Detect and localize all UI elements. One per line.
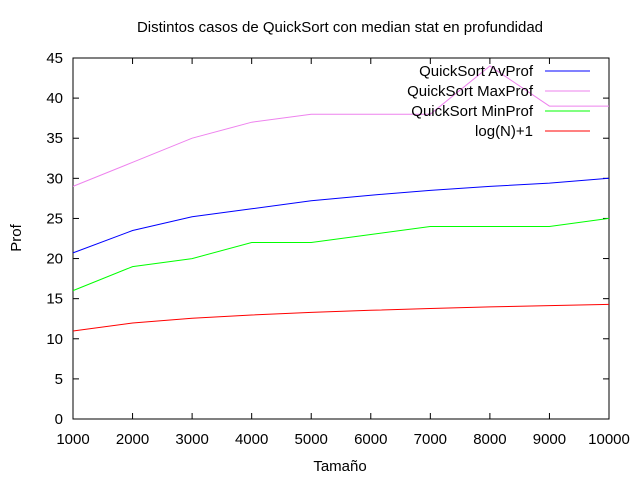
- y-tick-label: 45: [46, 50, 63, 67]
- series-line-1: [72, 177, 610, 254]
- axis-ticks: 1000 2000 3000 4000 5000 6000 7000 8000 9000 1000…: [46, 50, 630, 448]
- y-tick-label: 35: [46, 130, 63, 147]
- series-lines: [72, 65, 610, 332]
- y-tick-label: 25: [46, 210, 63, 227]
- series-line-4: [72, 303, 610, 332]
- x-tick-label: 2000: [116, 431, 149, 448]
- series-line-2: [72, 65, 609, 187]
- x-tick-label: 1000: [56, 431, 89, 448]
- legend-label: QuickSort MaxProf: [407, 83, 534, 100]
- y-tick-label: 5: [55, 371, 63, 388]
- y-tick-label: 30: [46, 170, 63, 187]
- y-tick-label: 0: [55, 411, 63, 428]
- y-tick-label: 15: [46, 291, 63, 308]
- series-line-3: [72, 217, 610, 292]
- legend: QuickSort AvProf QuickSort MaxProf QuickSo…: [407, 63, 590, 140]
- y-tick-label: 20: [46, 251, 63, 268]
- y-tick-label: 10: [46, 331, 63, 348]
- chart-title: Distintos casos de QuickSort con median …: [137, 19, 543, 36]
- x-tick-label: 4000: [235, 431, 268, 448]
- plot-frame: [72, 57, 610, 420]
- x-tick-label: 6000: [354, 431, 387, 448]
- y-tick-label: 40: [46, 90, 63, 107]
- legend-label: QuickSort AvProf: [419, 63, 534, 80]
- x-axis-title: Tamaño: [313, 458, 366, 475]
- legend-label: log(N)+1: [475, 123, 533, 140]
- x-tick-label: 5000: [295, 431, 328, 448]
- legend-label: QuickSort MinProf: [411, 103, 534, 120]
- x-tick-label: 3000: [175, 431, 208, 448]
- y-axis-title: Prof: [8, 223, 25, 251]
- x-tick-label: 9000: [533, 431, 566, 448]
- x-tick-label: 7000: [414, 431, 447, 448]
- x-tick-label: 8000: [473, 431, 506, 448]
- x-tick-label: 10000: [588, 431, 630, 448]
